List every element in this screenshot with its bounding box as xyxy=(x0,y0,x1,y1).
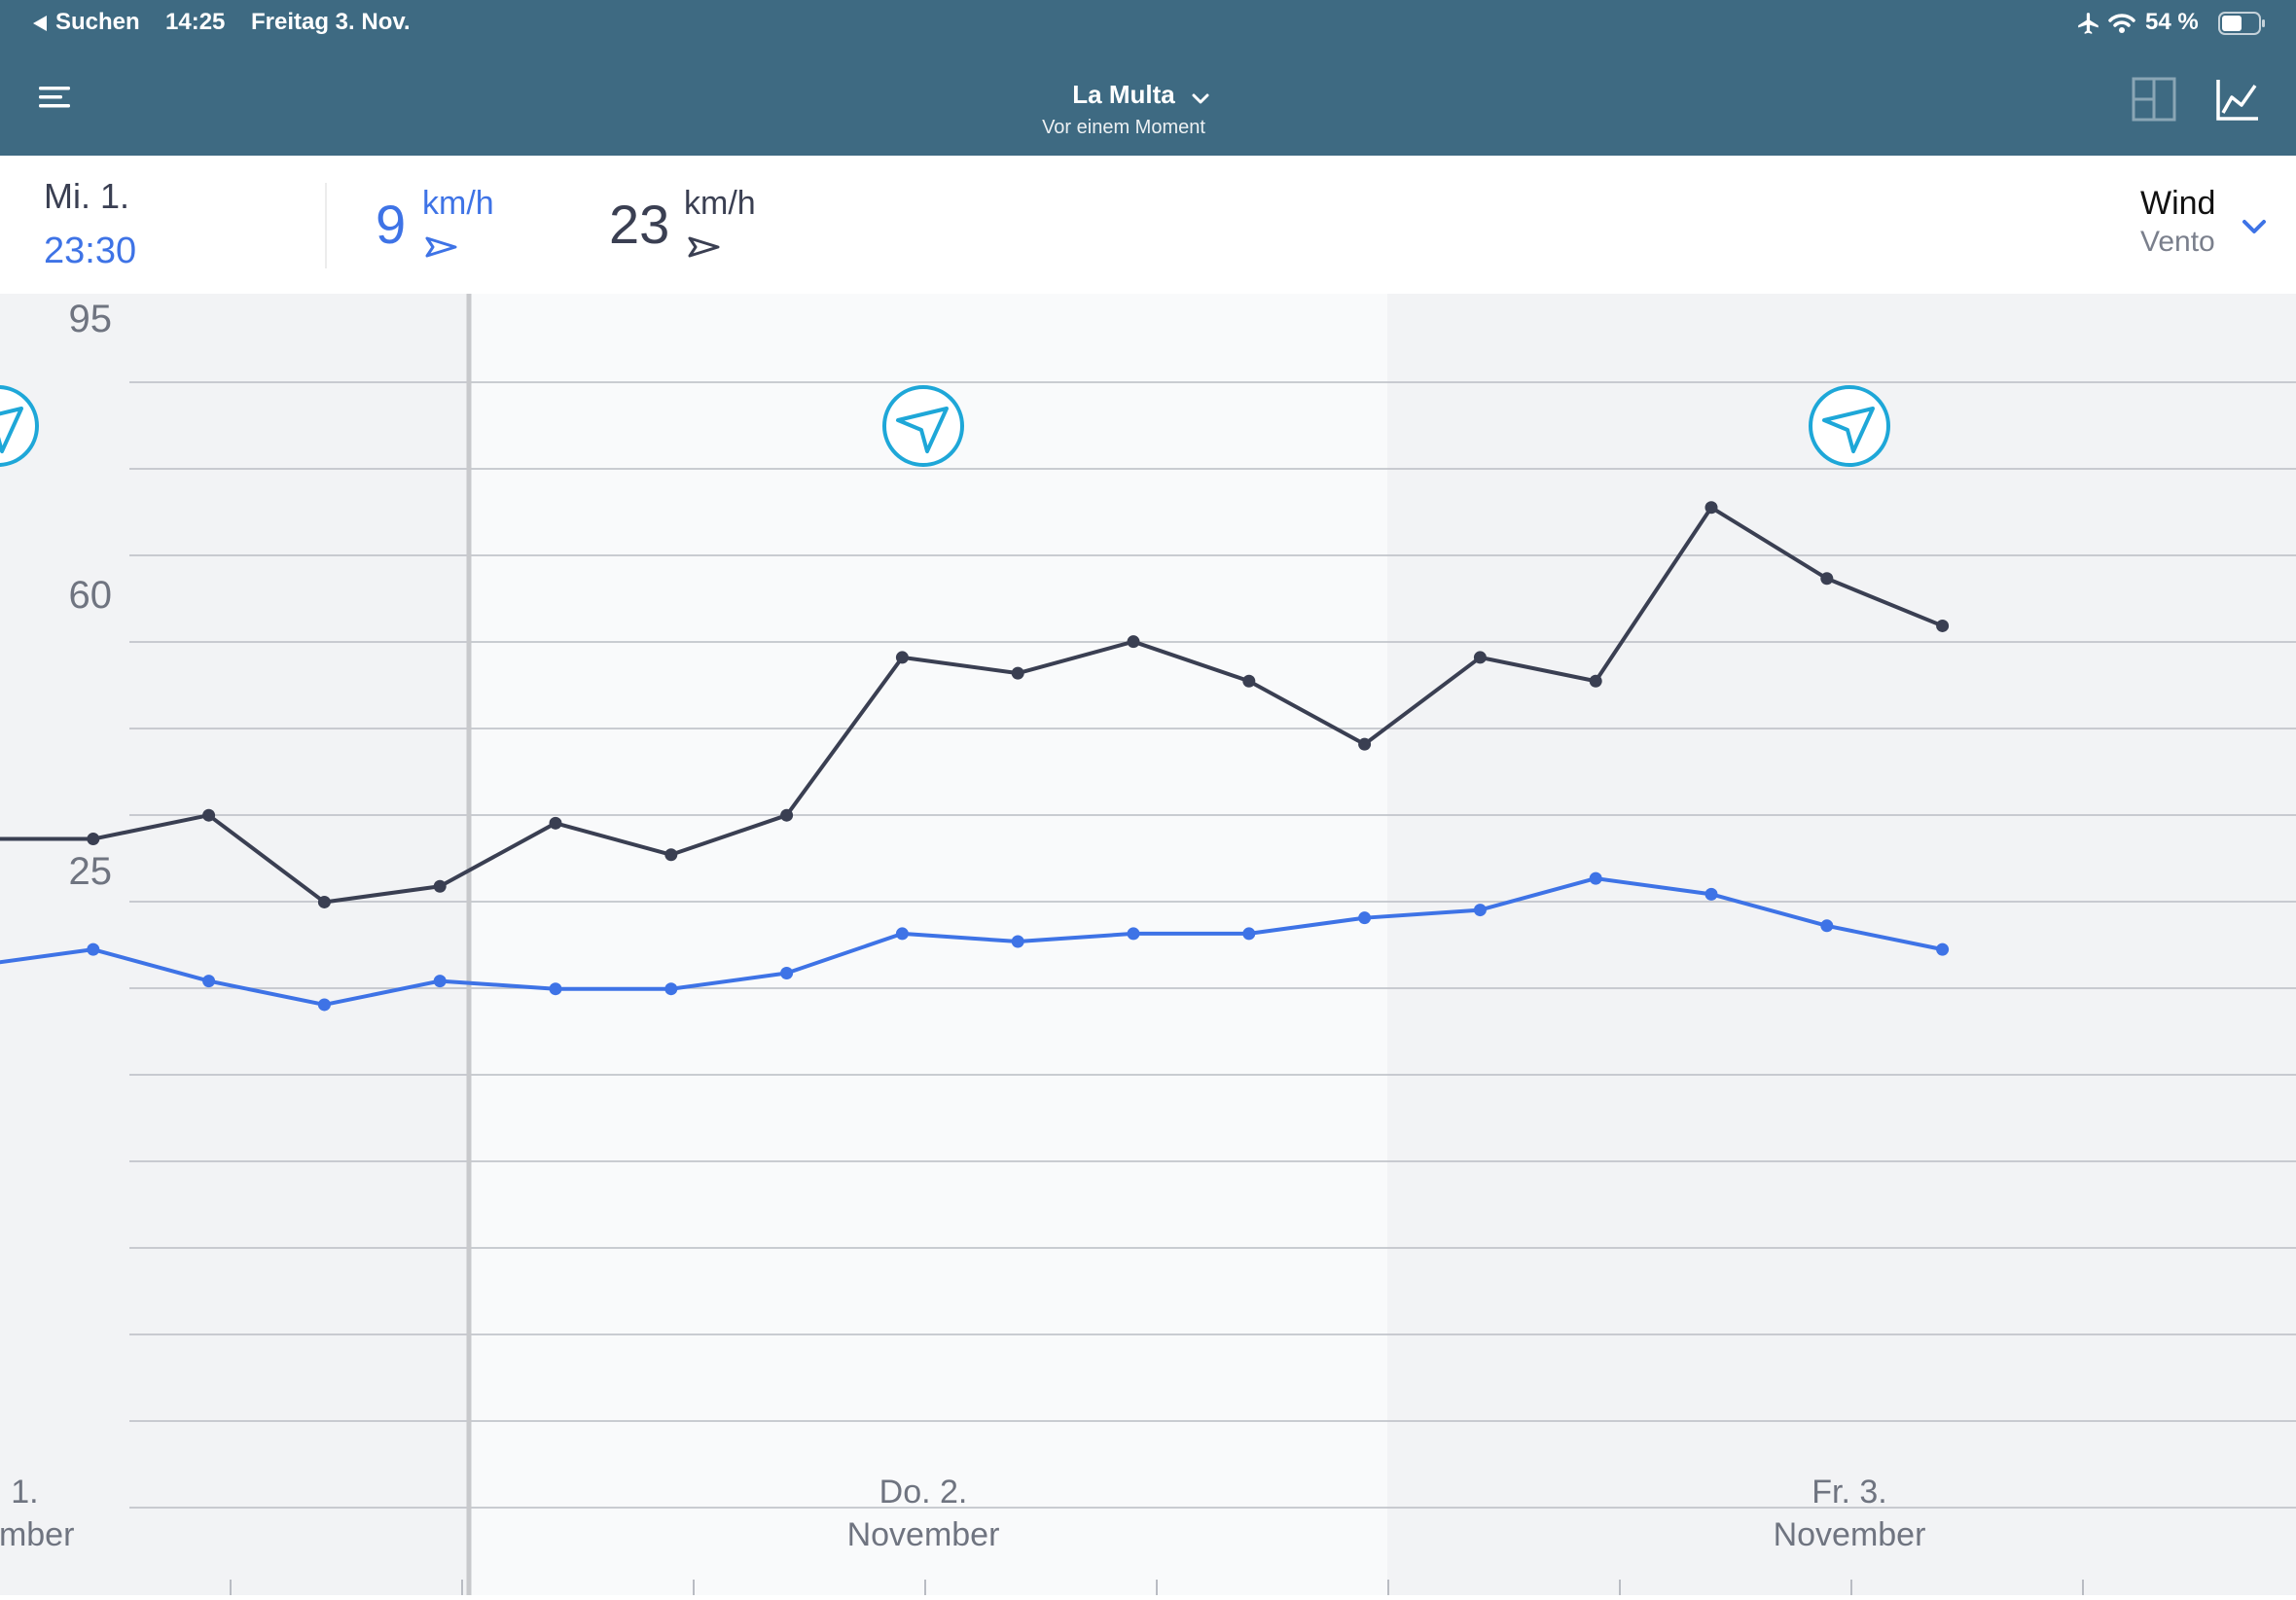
gust-wind-point xyxy=(202,808,216,822)
gust-wind-point xyxy=(1358,737,1372,751)
gust-wind-point xyxy=(87,833,100,846)
average-wind-value: 9 xyxy=(376,194,407,255)
current-readout-bar: Mi. 1. 23:30 9 km/h 23 km/h Wind Vento xyxy=(0,156,2296,294)
wind-chart-svg[interactable]: 95 60 25 Mi. 1. November Do. 2. November Fr. 3… xyxy=(0,294,2296,1595)
wind-direction-icon xyxy=(1809,385,1890,467)
gust-wind-point xyxy=(317,895,331,908)
x-month-label: November xyxy=(1774,1516,1926,1553)
chart-day-highlight xyxy=(469,294,1387,1595)
gust-wind-point xyxy=(1704,501,1718,515)
location-title[interactable]: La Multa xyxy=(1072,80,1175,109)
gust-wind-point xyxy=(1242,674,1256,688)
gust-wind-point xyxy=(1473,651,1487,664)
y-tick-label: 95 xyxy=(69,298,113,340)
gust-wind-point xyxy=(1936,619,1950,632)
average-wind-point xyxy=(317,998,331,1012)
back-triangle-icon[interactable] xyxy=(33,16,47,31)
measure-selector-subtitle[interactable]: Vento xyxy=(2140,226,2215,258)
gust-wind-point xyxy=(549,816,562,830)
y-tick-label: 25 xyxy=(69,850,113,893)
gust-wind-point xyxy=(1820,572,1834,586)
y-tick-label: 60 xyxy=(69,574,113,617)
average-wind-point xyxy=(1820,919,1834,933)
chevron-down-icon[interactable] xyxy=(2238,214,2271,239)
x-day-label: Mi. 1. xyxy=(0,1474,39,1511)
selected-time: 23:30 xyxy=(44,231,137,271)
gust-wind-unit: km/h xyxy=(684,185,756,222)
wind-chart[interactable]: 95 60 25 Mi. 1. November Do. 2. November Fr. 3… xyxy=(0,294,2296,1595)
average-wind-point xyxy=(87,942,100,956)
gust-wind-point xyxy=(433,879,447,893)
layout-icon[interactable] xyxy=(2131,76,2177,123)
app-header: La Multa Vor einem Moment xyxy=(0,47,2296,156)
status-bar: Suchen 14:25 Freitag 3. Nov. 54 % xyxy=(0,0,2296,47)
average-wind-point xyxy=(1704,887,1718,901)
gust-wind-line xyxy=(0,505,1945,905)
battery-percent: 54 % xyxy=(2145,9,2199,35)
wifi-icon xyxy=(2108,14,2135,33)
direction-arrow-icon xyxy=(688,236,720,258)
gust-wind-point xyxy=(664,848,678,862)
average-wind-point xyxy=(1011,935,1024,948)
back-label[interactable]: Suchen xyxy=(55,9,140,35)
x-month-label: November xyxy=(0,1516,74,1553)
average-wind-point xyxy=(433,975,447,988)
direction-arrow-icon xyxy=(425,236,457,258)
gust-wind-point xyxy=(1011,666,1024,680)
average-wind-point xyxy=(1473,904,1487,917)
gust-wind-point xyxy=(780,808,794,822)
average-wind-point xyxy=(780,966,794,979)
menu-icon[interactable] xyxy=(37,82,76,113)
average-wind-point xyxy=(1589,871,1602,885)
average-wind-point xyxy=(202,975,216,988)
average-wind-point xyxy=(1127,927,1140,941)
average-wind-point xyxy=(549,982,562,996)
chevron-down-icon[interactable] xyxy=(1189,89,1212,109)
measure-selector-title[interactable]: Wind xyxy=(2140,185,2216,222)
gust-wind-value: 23 xyxy=(609,194,670,255)
average-wind-point xyxy=(1358,911,1372,925)
gust-wind-point xyxy=(1127,635,1140,649)
last-update-subtitle: Vor einem Moment xyxy=(1042,117,1205,138)
readout-divider xyxy=(325,183,327,268)
gust-wind-point xyxy=(1589,674,1602,688)
wind-direction-icon xyxy=(882,385,964,467)
x-day-label: Fr. 3. xyxy=(1812,1474,1886,1511)
selected-day: Mi. 1. xyxy=(44,176,130,216)
x-month-label: November xyxy=(847,1516,1000,1553)
average-wind-point xyxy=(1936,942,1950,956)
airplane-icon xyxy=(2078,13,2099,34)
average-wind-point xyxy=(895,927,909,941)
average-wind-unit: km/h xyxy=(422,185,494,222)
status-date: Freitag 3. Nov. xyxy=(251,9,411,35)
battery-icon xyxy=(2218,12,2265,35)
x-day-label: Do. 2. xyxy=(879,1474,968,1511)
wind-direction-icon xyxy=(0,385,39,467)
average-wind-point xyxy=(664,982,678,996)
average-wind-line xyxy=(0,876,1945,1007)
gust-wind-point xyxy=(895,651,909,664)
line-chart-icon[interactable] xyxy=(2214,76,2261,123)
status-time: 14:25 xyxy=(165,9,226,35)
average-wind-point xyxy=(1242,927,1256,941)
